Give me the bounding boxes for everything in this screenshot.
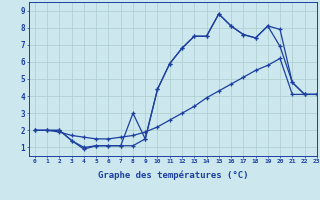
X-axis label: Graphe des températures (°C): Graphe des températures (°C) [98,170,248,180]
